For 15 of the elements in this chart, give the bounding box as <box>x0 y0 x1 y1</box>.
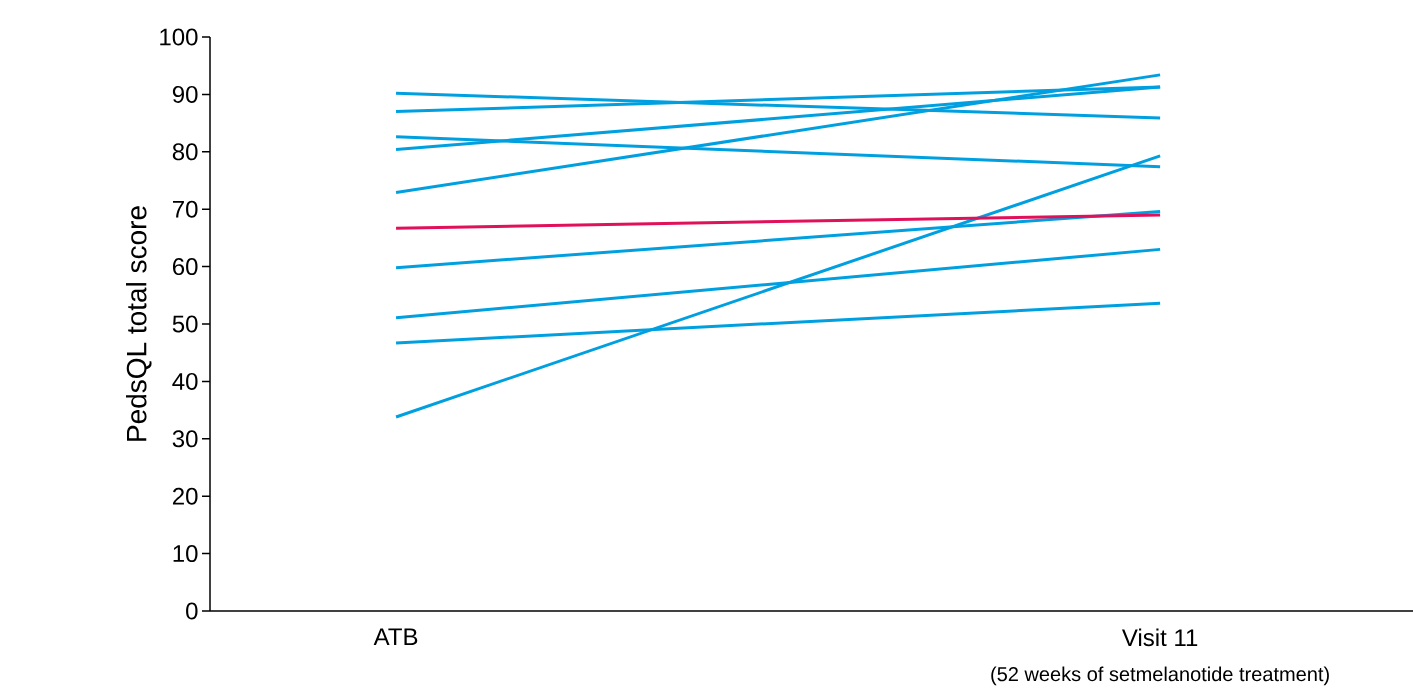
x-tick-label: Visit 11 <box>1121 628 1198 647</box>
y-tick-label: 100 <box>160 28 198 46</box>
text: (52 weeks of setmelanotide treatment) <box>991 666 1329 686</box>
y-tick-label: 90 <box>172 85 198 103</box>
y-tick-label: 0 <box>186 602 198 620</box>
y-tick-label: 70 <box>173 200 198 218</box>
y-tick-label: 40 <box>172 372 198 390</box>
y-tick-label: 50 <box>172 315 198 333</box>
y-tick-label: 30 <box>172 430 198 448</box>
y-tick-label: 10 <box>173 545 198 563</box>
x-tick-label: ATB <box>373 628 418 646</box>
y-tick-label: 20 <box>172 487 198 505</box>
y-tick-label: 60 <box>173 258 198 276</box>
y-tick-label: 80 <box>172 143 198 161</box>
y-axis-title: PedsQL total score <box>125 206 152 441</box>
